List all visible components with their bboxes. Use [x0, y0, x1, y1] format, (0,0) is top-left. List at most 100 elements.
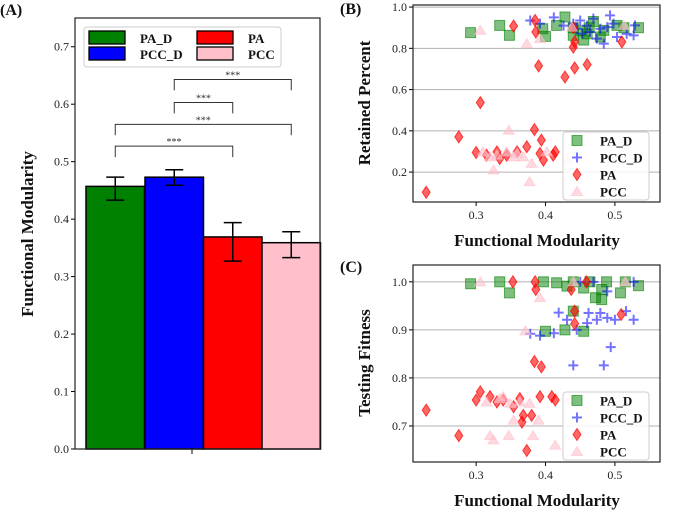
- diamond-marker: [531, 282, 541, 297]
- triangle-marker: [617, 19, 631, 30]
- b-xlabel: Functional Modularity: [454, 231, 620, 250]
- triangle-marker: [548, 439, 562, 450]
- plus-marker: [572, 412, 582, 423]
- c-xtick-label: 0.4: [538, 468, 553, 482]
- triangle-marker: [487, 164, 500, 175]
- c-legend-label: PA_D: [600, 394, 632, 409]
- a-ytick-label: 0.1: [54, 385, 69, 399]
- square-marker: [571, 395, 583, 406]
- bar-pa: [202, 236, 263, 450]
- diamond-marker: [572, 427, 582, 442]
- triangle-marker: [532, 414, 545, 425]
- c-axes-frame: [412, 264, 661, 463]
- diamond-marker: [570, 61, 580, 75]
- plus-marker: [628, 276, 639, 287]
- diamond-marker: [454, 428, 464, 443]
- b-legend: [562, 131, 650, 201]
- diamond-marker: [616, 307, 626, 322]
- triangle-marker: [473, 24, 487, 35]
- triangle-marker: [502, 124, 516, 135]
- significance-label: ***: [196, 93, 211, 104]
- c-legend-label: PA: [600, 428, 617, 443]
- triangle-marker: [490, 149, 504, 160]
- legend-label: PCC: [248, 47, 275, 62]
- square-marker: [578, 325, 590, 337]
- square-marker: [494, 19, 506, 31]
- diamond-marker: [471, 145, 481, 160]
- plus-marker: [584, 27, 595, 38]
- triangle-marker: [516, 150, 530, 162]
- plus-marker: [575, 15, 586, 26]
- triangle-marker: [523, 397, 536, 408]
- square-marker: [503, 287, 515, 299]
- diamond-marker: [570, 316, 580, 331]
- plus-marker: [611, 31, 622, 42]
- plus-marker: [630, 20, 641, 31]
- b-ytick-label: 0.2: [392, 165, 407, 179]
- diamond-marker: [508, 274, 518, 289]
- diamond-marker: [475, 95, 485, 110]
- plus-marker: [621, 28, 632, 39]
- diamond-marker: [527, 408, 537, 423]
- legend-label: PCC_D: [140, 47, 183, 62]
- triangle-marker: [523, 175, 536, 187]
- triangle-marker: [507, 150, 520, 162]
- significance-label: ***: [225, 70, 240, 81]
- square-marker: [465, 27, 477, 39]
- plus-marker: [609, 314, 620, 325]
- square-marker: [632, 22, 644, 34]
- plus-marker: [577, 28, 588, 39]
- significance-bracket: [173, 78, 292, 91]
- diamond-marker: [572, 167, 582, 182]
- diamond-marker: [529, 122, 540, 137]
- triangle-marker: [480, 395, 493, 407]
- c-ytick-label: 1.0: [392, 275, 407, 289]
- diamond-marker: [533, 58, 544, 73]
- diamond-marker: [581, 274, 592, 289]
- b-ytick-label: 0.8: [392, 41, 407, 55]
- plus-marker: [591, 33, 602, 44]
- plus-marker: [598, 38, 609, 49]
- legend-swatch-pa: [196, 30, 234, 45]
- triangle-marker: [496, 390, 510, 402]
- triangle-marker: [476, 145, 490, 157]
- significance-label: ***: [196, 115, 211, 126]
- diamond-marker: [538, 153, 549, 168]
- diamond-marker: [529, 354, 540, 369]
- triangle-marker: [533, 291, 547, 303]
- a-ytick-label: 0.4: [54, 212, 69, 226]
- diamond-marker: [617, 35, 627, 49]
- triangle-marker: [473, 275, 487, 287]
- plus-marker: [602, 312, 613, 323]
- a-ytick-label: 0.6: [54, 97, 69, 111]
- diamond-marker: [454, 129, 464, 144]
- c-legend-label: PCC: [600, 445, 627, 460]
- triangle-marker: [570, 445, 584, 456]
- plus-marker: [548, 328, 559, 339]
- c-series-pcc: [473, 275, 632, 450]
- plus-marker: [608, 18, 619, 29]
- diamond-marker: [536, 359, 546, 374]
- square-marker: [537, 276, 549, 288]
- triangle-marker: [566, 275, 580, 287]
- b-ytick-label: 1.0: [392, 0, 407, 14]
- plus-marker: [553, 307, 564, 318]
- triangle-marker: [513, 395, 527, 407]
- square-marker: [614, 287, 626, 299]
- diamond-marker: [582, 57, 592, 72]
- plus-marker: [595, 308, 606, 319]
- a-ytick-label: 0.7: [54, 40, 69, 54]
- square-marker: [601, 276, 613, 288]
- plus-marker: [558, 20, 569, 31]
- triangle-marker: [502, 429, 516, 441]
- diamond-marker: [471, 393, 481, 407]
- plus-marker: [602, 22, 613, 33]
- b-legend-label: PCC: [600, 185, 627, 200]
- a-ytick-label: 0.5: [54, 155, 69, 169]
- b-xtick-label: 0.3: [469, 208, 484, 222]
- diamond-marker: [522, 443, 532, 458]
- plus-marker: [628, 314, 639, 325]
- triangle-marker: [520, 37, 534, 49]
- square-marker: [559, 324, 571, 336]
